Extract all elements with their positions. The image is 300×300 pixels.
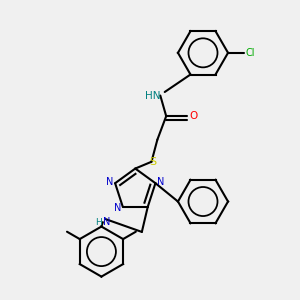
Text: N: N	[103, 217, 110, 227]
Text: H: H	[95, 218, 101, 226]
Text: N: N	[114, 203, 121, 213]
Text: N: N	[157, 177, 164, 187]
Text: Cl: Cl	[246, 48, 256, 58]
Text: S: S	[149, 157, 157, 167]
Text: O: O	[189, 111, 197, 121]
Text: HN: HN	[145, 91, 160, 100]
Text: N: N	[106, 177, 113, 187]
